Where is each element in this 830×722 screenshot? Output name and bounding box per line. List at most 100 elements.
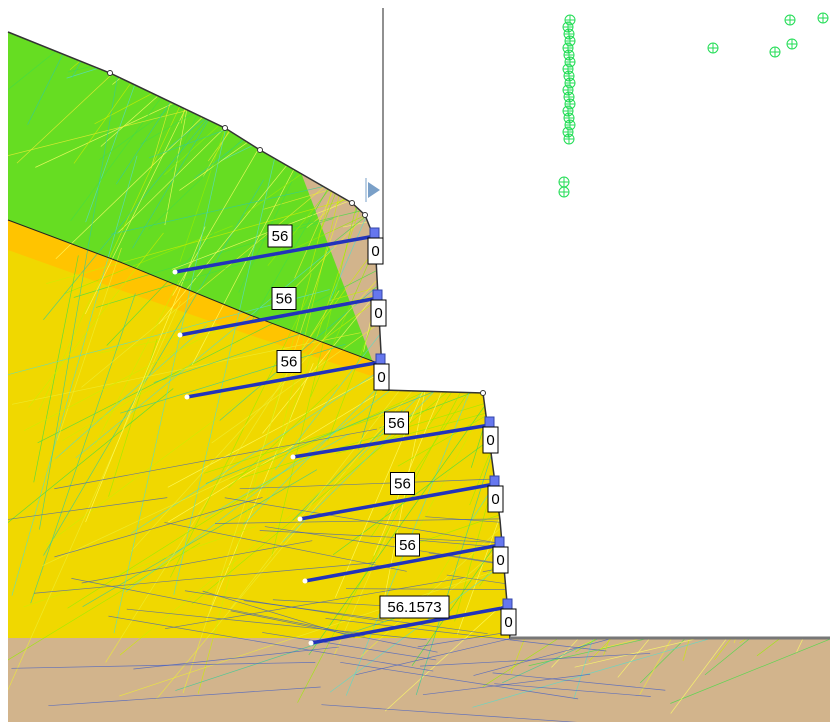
slip-line bbox=[617, 368, 830, 678]
slip-line bbox=[317, 32, 588, 144]
slip-line bbox=[413, 0, 830, 24]
slip-line bbox=[446, 32, 601, 92]
slip-line bbox=[239, 478, 512, 490]
slip-line bbox=[507, 70, 629, 253]
slip-line bbox=[701, 307, 830, 492]
slip-line bbox=[659, 32, 830, 141]
slip-line bbox=[631, 145, 830, 200]
slip-line bbox=[244, 32, 537, 215]
force-label: 56 bbox=[388, 415, 405, 432]
slip-line bbox=[697, 437, 830, 483]
slip-line bbox=[585, 32, 677, 69]
slip-line bbox=[306, 131, 429, 228]
slip-center bbox=[785, 15, 795, 25]
slip-line bbox=[587, 153, 830, 369]
slip-line bbox=[11, 661, 316, 669]
slip-line bbox=[573, 32, 713, 207]
slip-line bbox=[561, 110, 725, 146]
slip-line bbox=[494, 683, 651, 697]
slip-line bbox=[814, 109, 830, 243]
vertex bbox=[362, 212, 368, 218]
slip-center bbox=[563, 43, 573, 53]
slip-line bbox=[699, 331, 830, 448]
slip-line bbox=[575, 504, 809, 653]
slip-line bbox=[782, 193, 830, 264]
slip-line bbox=[101, 32, 445, 65]
slip-line bbox=[735, 282, 830, 404]
slip-line bbox=[69, 32, 468, 71]
slip-line bbox=[8, 301, 181, 698]
slip-center bbox=[563, 106, 573, 116]
slip-line bbox=[164, 577, 464, 630]
slip-line bbox=[667, 32, 761, 76]
slip-line bbox=[380, 0, 476, 25]
slip-line bbox=[23, 526, 256, 608]
end-label: 0 bbox=[486, 432, 494, 449]
slip-line bbox=[39, 32, 133, 530]
anchor-end bbox=[290, 454, 296, 460]
slip-line bbox=[682, 32, 830, 307]
slip-line bbox=[368, 32, 507, 115]
slip-line bbox=[707, 32, 830, 138]
slip-line bbox=[627, 472, 830, 594]
slip-line bbox=[756, 484, 830, 657]
slip-line bbox=[583, 423, 798, 558]
slip-line bbox=[732, 142, 830, 288]
slip-line bbox=[325, 618, 607, 652]
vertex bbox=[480, 390, 486, 396]
slip-line bbox=[373, 32, 552, 263]
slip-line bbox=[520, 0, 669, 12]
end-label: 0 bbox=[377, 369, 385, 386]
slip-line bbox=[465, 101, 598, 367]
slip-line bbox=[207, 32, 445, 162]
label-box bbox=[373, 363, 390, 391]
anchor bbox=[304, 543, 501, 583]
slip-line bbox=[721, 32, 830, 33]
slip-line bbox=[798, 260, 830, 579]
slip-line bbox=[73, 32, 307, 164]
slip-line bbox=[494, 378, 804, 456]
end-label: 0 bbox=[491, 491, 499, 508]
slip-line bbox=[241, 32, 434, 58]
slip-line bbox=[587, 79, 692, 533]
anchor-end bbox=[172, 269, 178, 275]
slip-center bbox=[563, 85, 573, 95]
label-box bbox=[379, 595, 450, 619]
slip-line bbox=[263, 124, 550, 210]
slip-line bbox=[676, 32, 830, 338]
slip-line bbox=[410, 37, 586, 89]
slip-line bbox=[197, 273, 312, 694]
slip-line bbox=[82, 469, 318, 607]
slip-line bbox=[228, 353, 429, 612]
slip-line bbox=[616, 178, 830, 465]
slip-line bbox=[609, 32, 764, 243]
slip-line bbox=[111, 182, 339, 235]
slip-line bbox=[685, 143, 758, 344]
anchor-end bbox=[302, 578, 308, 584]
slip-line bbox=[119, 409, 421, 656]
slip-line bbox=[148, 57, 421, 159]
slip-line bbox=[505, 267, 736, 609]
slip-line bbox=[180, 32, 295, 124]
force-label: 56 bbox=[276, 290, 293, 307]
slip-line bbox=[66, 32, 214, 79]
slip-line bbox=[614, 143, 743, 354]
slip-line bbox=[696, 32, 826, 393]
force-label: 56 bbox=[394, 475, 411, 492]
slip-line bbox=[214, 517, 552, 524]
slip-line bbox=[444, 32, 565, 320]
slip-center bbox=[708, 43, 718, 53]
slip-line bbox=[513, 327, 830, 522]
slip-line bbox=[128, 32, 345, 39]
slip-line bbox=[8, 388, 174, 530]
slip-line bbox=[414, 32, 653, 35]
slip-line bbox=[48, 686, 321, 707]
slip-line bbox=[184, 0, 479, 11]
slip-line bbox=[112, 32, 243, 85]
slip-line bbox=[104, 32, 579, 39]
slip-line bbox=[653, 77, 789, 255]
end-label: 0 bbox=[496, 552, 504, 569]
slip-center bbox=[563, 64, 573, 74]
slip-line bbox=[527, 0, 693, 12]
slip-line bbox=[752, 32, 830, 331]
